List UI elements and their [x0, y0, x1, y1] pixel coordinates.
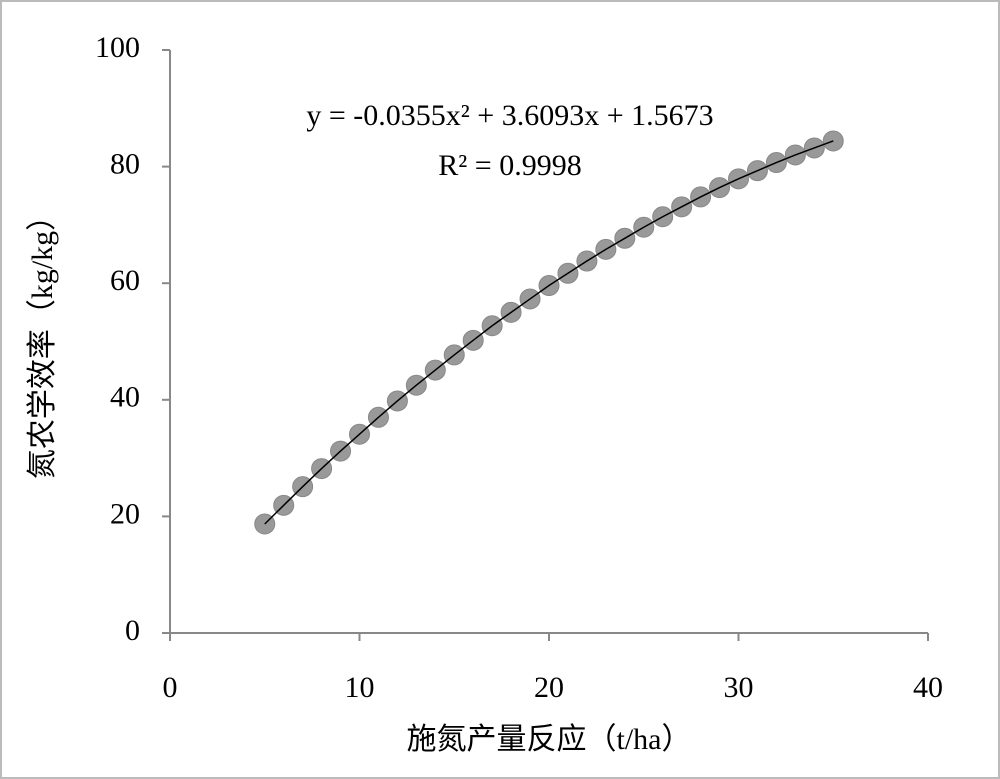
x-axis-label: 施氮产量反应（t/ha） [407, 723, 692, 756]
y-tick-label: 100 [95, 31, 140, 64]
y-tick-label: 40 [110, 381, 140, 414]
x-tick-label: 10 [345, 671, 375, 704]
y-tick-label: 80 [110, 147, 140, 180]
x-tick-label: 30 [724, 671, 754, 704]
y-tick-label: 20 [110, 497, 140, 530]
equation: y = -0.0355x² + 3.6093x + 1.5673 [306, 99, 713, 132]
y-tick-label: 60 [110, 264, 140, 297]
x-tick-label: 0 [163, 671, 178, 704]
trendline [264, 140, 834, 525]
x-tick-label: 20 [534, 671, 564, 704]
y-tick-label: 0 [125, 614, 140, 647]
x-tick-label: 40 [913, 671, 943, 704]
y-axis-label: 氮农学效率（kg/kg） [26, 201, 59, 479]
r-squared: R² = 0.9998 [438, 149, 581, 182]
